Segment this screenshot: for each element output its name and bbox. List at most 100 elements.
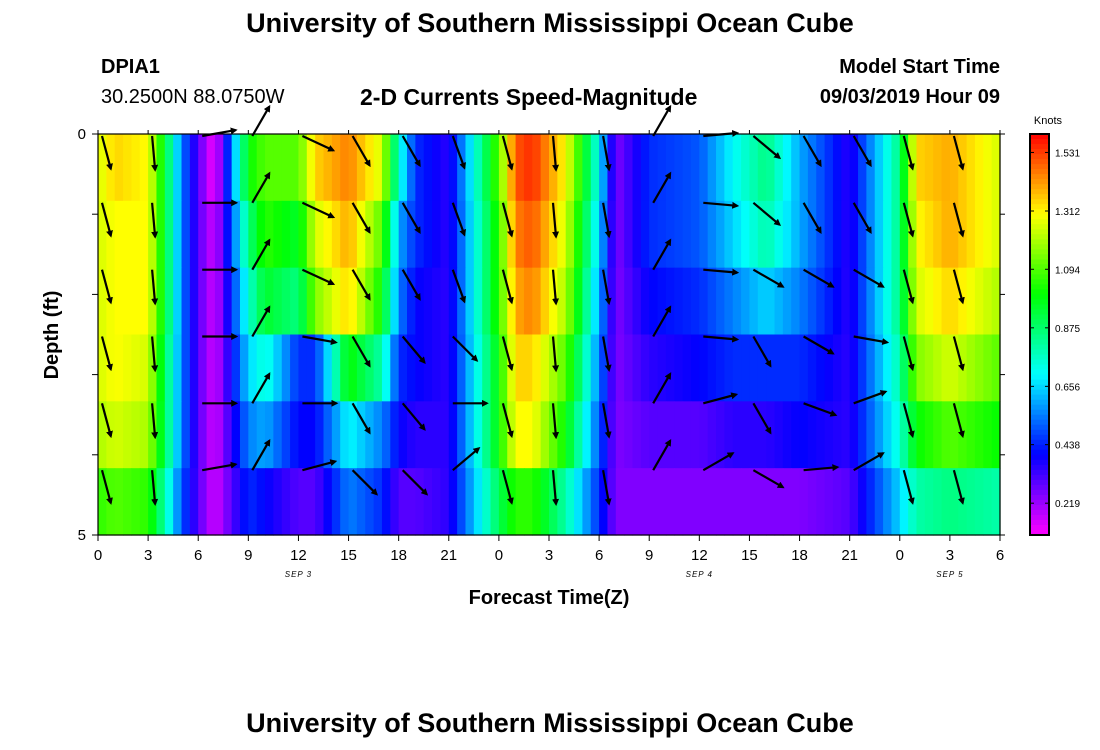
heatmap-cell: [590, 401, 600, 469]
heatmap-cell: [164, 401, 174, 469]
heatmap-cell: [248, 401, 258, 469]
heatmap-cell: [757, 468, 767, 536]
heatmap-cell: [883, 401, 893, 469]
heatmap-cell: [941, 334, 951, 402]
heatmap-cell: [457, 334, 467, 402]
current-vector-arrow: [952, 469, 965, 505]
heatmap-cell: [807, 200, 817, 269]
heatmap-cell: [933, 200, 943, 269]
current-vector-arrow: [602, 135, 612, 172]
heatmap-cell: [640, 334, 650, 402]
colorbar-segment: [1030, 274, 1049, 280]
current-vector-arrow: [151, 403, 159, 440]
current-vector-arrow: [351, 202, 371, 235]
current-vector-arrow: [752, 469, 785, 489]
current-vector-arrow: [853, 335, 890, 345]
heatmap-cell: [415, 267, 425, 336]
heatmap-cell: [983, 267, 993, 336]
heatmap-cell: [799, 134, 809, 202]
x-tick-label: 3: [144, 547, 152, 564]
heatmap-cell: [498, 134, 508, 202]
heatmap-cell: [98, 401, 107, 469]
heatmap-cell: [574, 468, 584, 536]
heatmap-cell: [523, 267, 533, 336]
colorbar-segment: [1030, 249, 1049, 255]
heatmap-cell: [315, 468, 325, 536]
heatmap-cell: [448, 200, 458, 269]
heatmap-cell: [448, 401, 458, 469]
heatmap-cell: [732, 334, 742, 402]
colorbar-frame: [1029, 133, 1050, 536]
heatmap-cell: [782, 200, 792, 269]
heatmap-cell: [223, 468, 233, 536]
heatmap-cell: [590, 200, 600, 269]
heatmap-cell: [306, 267, 316, 336]
heatmap-cell: [716, 134, 725, 202]
heatmap-cell: [415, 200, 425, 269]
heatmap-cell: [440, 334, 450, 402]
current-vector-arrow: [251, 438, 271, 471]
heatmap-cell: [498, 334, 508, 402]
heatmap-cell: [248, 134, 258, 202]
heatmap-cell: [239, 267, 249, 336]
heatmap-cell: [674, 401, 684, 469]
colorbar-segment: [1030, 184, 1049, 190]
heatmap-cell: [757, 134, 767, 202]
heatmap-cell: [340, 134, 350, 202]
heatmap-cell: [807, 267, 817, 336]
colorbar-segment: [1030, 254, 1049, 260]
heatmap-cell: [98, 468, 107, 536]
colorbar-tick-label: 0.875: [1055, 324, 1080, 335]
colorbar-segment: [1030, 134, 1049, 140]
heatmap-cell: [858, 134, 867, 202]
heatmap-cell: [966, 200, 976, 269]
heatmap-cell: [290, 468, 300, 536]
x-tick-label: 12: [691, 547, 708, 564]
heatmap-cell: [381, 200, 391, 269]
heatmap-cell: [281, 267, 291, 336]
x-tick-label: 21: [841, 547, 858, 564]
heatmap-cell: [331, 334, 341, 402]
heatmap-cell: [331, 267, 341, 336]
heatmap-cell: [365, 267, 375, 336]
current-vector-arrow: [952, 135, 965, 171]
heatmap-cell: [298, 401, 308, 469]
heatmap-cell: [231, 468, 241, 536]
heatmap-cell: [198, 267, 208, 336]
heatmap-cell: [256, 134, 266, 202]
current-vector-arrow: [551, 269, 560, 306]
heatmap-cell: [741, 267, 751, 336]
heatmap-cell: [123, 267, 133, 336]
colorbar-segment: [1030, 149, 1049, 155]
heatmap-cell: [916, 267, 926, 336]
heatmap-cell: [891, 401, 901, 469]
heatmap-cell: [858, 267, 867, 336]
heatmap-cell: [98, 334, 107, 402]
heatmap-cell: [381, 134, 391, 202]
colorbar-segment: [1030, 204, 1049, 210]
heatmap-cell: [315, 267, 325, 336]
heatmap-cell: [799, 334, 809, 402]
heatmap-cell: [665, 267, 675, 336]
colorbar-tick-label: 0.656: [1055, 382, 1080, 393]
colorbar-segment: [1030, 139, 1049, 145]
heatmap-cell: [498, 401, 508, 469]
heatmap-cell: [599, 334, 609, 402]
heatmap-cell: [248, 468, 258, 536]
colorbar-tick-label: 1.531: [1055, 148, 1080, 159]
heatmap-cell: [983, 401, 993, 469]
heatmap-cell: [298, 200, 308, 269]
heatmap-cell: [624, 401, 634, 469]
current-vector-arrow: [802, 135, 822, 168]
heatmap-cell: [223, 401, 233, 469]
heatmap-cell: [816, 134, 826, 202]
heatmap-cell: [265, 401, 274, 469]
heatmap-cell: [657, 134, 667, 202]
heatmap-cell: [824, 267, 834, 336]
heatmap-cell: [415, 134, 425, 202]
heatmap-cell: [156, 134, 166, 202]
colorbar-segment: [1030, 239, 1049, 245]
heatmap-cell: [991, 401, 1001, 469]
heatmap-cell: [632, 134, 642, 202]
heatmap-cell: [123, 401, 133, 469]
